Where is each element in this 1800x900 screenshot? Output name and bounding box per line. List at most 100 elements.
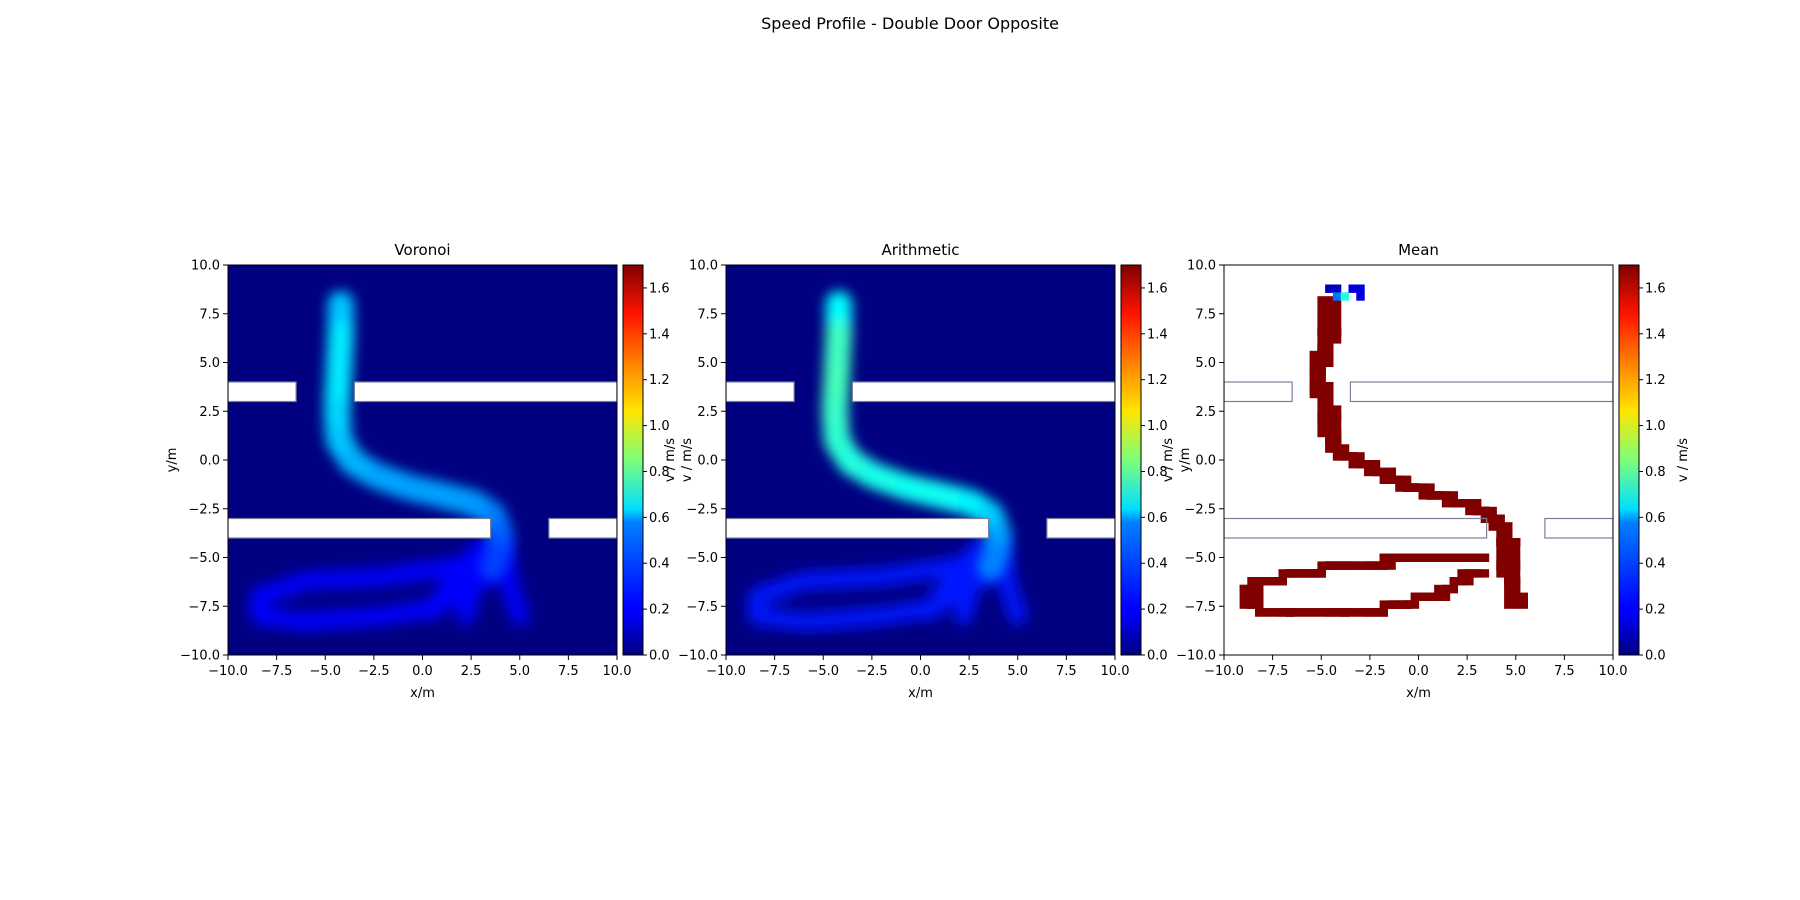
y-tick-label: −7.5 [1184, 600, 1216, 615]
y-tick-label: 5.0 [1195, 356, 1216, 371]
cell [1402, 483, 1412, 492]
y-tick-label: 2.5 [1195, 405, 1216, 420]
cell [1496, 538, 1505, 547]
wall-obstacle [1046, 517, 1115, 539]
cell [1504, 600, 1513, 609]
cell [1465, 569, 1474, 578]
cell [1340, 608, 1350, 617]
cell [1379, 553, 1388, 562]
cell [1356, 608, 1365, 617]
cell [1519, 600, 1528, 609]
y-tick-label: 7.5 [697, 307, 718, 322]
panel-voronoi: Voronoi −10.0 −7.5 −5.0 −2.5 0.0 2.5 5.0 7.5 10.0… [165, 241, 695, 701]
cell [1332, 428, 1342, 438]
x-tick-label: −2.5 [1354, 664, 1386, 679]
x-tick-label: −10.0 [706, 664, 746, 679]
cell [1449, 584, 1458, 594]
cell [1387, 553, 1396, 562]
cell [1325, 428, 1334, 438]
cell [1480, 506, 1490, 516]
cell [1325, 389, 1334, 399]
x-axis-label: x/m [410, 686, 435, 701]
cell [1356, 452, 1365, 461]
colorbar-tick-label: 0.8 [1645, 465, 1666, 480]
cell [1317, 421, 1326, 430]
cell [1255, 600, 1264, 609]
cell [1395, 553, 1404, 562]
panel-title: Mean [1398, 241, 1439, 259]
colorbar-tick-label: 0.4 [1645, 557, 1666, 572]
cell [1496, 514, 1505, 523]
cell [1325, 444, 1334, 453]
x-tick-label: 10.0 [1599, 664, 1628, 679]
colorbar-tick-label: 0.4 [1147, 557, 1168, 572]
x-tick-label: 10.0 [603, 664, 632, 679]
cell [1465, 506, 1474, 516]
trail-path [993, 548, 1027, 625]
x-tick-label: 5.0 [1505, 664, 1526, 679]
cell [1496, 569, 1505, 578]
wall-obstacle [548, 517, 617, 539]
x-tick-label: 7.5 [558, 664, 579, 679]
cell [1348, 561, 1357, 570]
panel-title: Arithmetic [881, 241, 959, 259]
cell [1418, 553, 1427, 562]
cell [1371, 561, 1381, 570]
cell [1434, 553, 1443, 562]
cell [1317, 304, 1326, 313]
wall-obstacle [1349, 381, 1613, 403]
colorbar-tick-label: 0.0 [1645, 649, 1666, 664]
cell [1325, 327, 1334, 336]
cell [1348, 452, 1357, 461]
colorbar-tick-label: 1.0 [1147, 419, 1168, 434]
cell [1426, 592, 1435, 601]
cell [1379, 467, 1388, 477]
cell [1465, 553, 1474, 562]
cell [1348, 284, 1357, 293]
cell [1504, 569, 1513, 578]
wall-obstacle [726, 381, 795, 403]
colorbar-tick-label: 0.4 [649, 557, 670, 572]
cell [1488, 506, 1497, 516]
x-tick-label: −2.5 [856, 664, 888, 679]
cell [1262, 577, 1272, 586]
cell [1457, 553, 1466, 562]
cell [1317, 366, 1326, 375]
cell [1309, 358, 1318, 367]
cell [1426, 483, 1435, 492]
trail-path [495, 548, 529, 625]
y-tick-label: 2.5 [697, 405, 718, 420]
cell [1449, 491, 1458, 500]
colorbar-tick-label: 1.0 [1645, 419, 1666, 434]
cell [1325, 343, 1334, 352]
colorbar-frame [1120, 264, 1142, 656]
colorbar-tick-label: 1.6 [1645, 281, 1666, 296]
cell [1496, 522, 1505, 531]
colorbar-tick-label: 0.0 [649, 649, 670, 664]
y-tick-label: 2.5 [199, 405, 220, 420]
cell [1434, 584, 1443, 594]
cell [1332, 421, 1342, 430]
y-axis-label: y/m [165, 448, 180, 473]
cell [1496, 545, 1505, 555]
cell [1332, 292, 1342, 301]
cell [1317, 569, 1326, 578]
cell [1434, 592, 1443, 601]
y-tick-label: −5.0 [188, 551, 220, 566]
colorbar-tick-label: 1.4 [1147, 327, 1168, 342]
cell [1410, 483, 1420, 492]
cell [1457, 569, 1466, 578]
cell [1441, 553, 1451, 562]
cell [1317, 311, 1326, 321]
cell [1410, 592, 1420, 601]
cell [1441, 592, 1451, 601]
colorbar [1619, 265, 1639, 655]
y-tick-label: −5.0 [1184, 551, 1216, 566]
cell [1395, 600, 1404, 609]
cell [1387, 467, 1396, 477]
wall-obstacle [1224, 381, 1293, 403]
cell [1325, 358, 1334, 367]
cell [1262, 608, 1272, 617]
y-tick-label: 7.5 [199, 307, 220, 322]
cell [1379, 600, 1388, 609]
